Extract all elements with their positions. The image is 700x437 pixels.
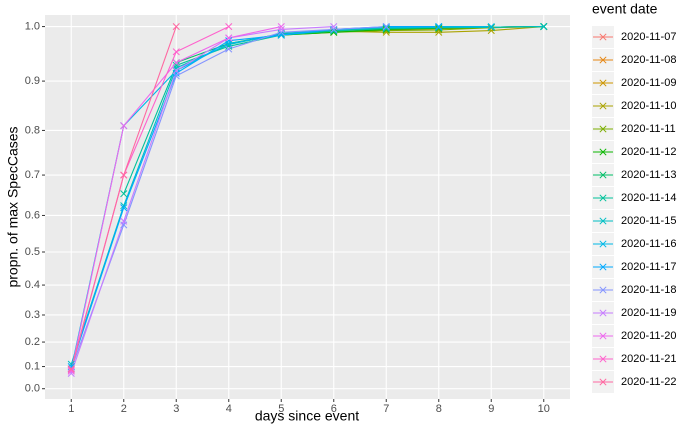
- point: [120, 171, 128, 179]
- point: [330, 28, 338, 36]
- legend-key-marker: [599, 217, 607, 225]
- legend-label: 2020-11-08: [621, 54, 676, 66]
- x-tick-label: 2: [121, 403, 127, 415]
- point: [172, 69, 180, 77]
- legend-label: 2020-11-17: [621, 261, 676, 273]
- x-tick-label: 4: [226, 403, 232, 415]
- series-line: [70, 26, 334, 374]
- point: [435, 26, 443, 34]
- legend-label: 2020-11-13: [621, 169, 676, 181]
- legend-label: 2020-11-22: [621, 376, 676, 388]
- point: [172, 64, 180, 72]
- point: [120, 190, 128, 198]
- x-tick-label: 3: [173, 403, 179, 415]
- legend-key-marker: [599, 56, 607, 64]
- point: [172, 23, 180, 31]
- legend-label: 2020-11-19: [621, 307, 676, 319]
- point: [172, 72, 180, 80]
- legend-key-marker: [599, 79, 607, 87]
- point: [172, 48, 180, 56]
- point: [277, 23, 285, 31]
- point: [120, 202, 128, 210]
- point: [225, 37, 233, 45]
- legend-key-marker: [599, 332, 607, 340]
- point: [435, 23, 443, 31]
- legend-key-marker: [599, 378, 607, 386]
- x-tick-label: 10: [538, 403, 550, 415]
- legend-label: 2020-11-21: [621, 353, 676, 365]
- x-tick-label: 1: [68, 403, 74, 415]
- point: [225, 23, 233, 31]
- legend-key-marker: [599, 102, 607, 110]
- x-tick-label: 9: [488, 403, 494, 415]
- point: [330, 23, 338, 31]
- y-tick-label: 0.5: [25, 246, 40, 258]
- point: [67, 365, 75, 373]
- x-tick-label: 5: [278, 403, 284, 415]
- legend-label: 2020-11-11: [621, 123, 676, 135]
- legend-key-marker: [599, 171, 607, 179]
- legend-key-marker: [599, 33, 607, 41]
- point: [540, 23, 548, 31]
- y-tick-label: 0.4: [25, 279, 40, 291]
- legend-key-marker: [599, 286, 607, 294]
- legend-label: 2020-11-18: [621, 284, 676, 296]
- y-tick-label: 0.1: [25, 360, 40, 372]
- legend-label: 2020-11-12: [621, 146, 676, 158]
- x-axis-title: days since event: [255, 408, 359, 424]
- point: [172, 59, 180, 67]
- point: [382, 23, 390, 31]
- point: [120, 204, 128, 212]
- y-tick-label: 0.3: [25, 309, 40, 321]
- legend-label: 2020-11-07: [621, 31, 676, 43]
- x-tick-label: 8: [436, 403, 442, 415]
- legend-key-marker: [599, 148, 607, 156]
- point: [225, 39, 233, 48]
- point: [277, 28, 285, 36]
- point: [67, 366, 75, 374]
- point: [225, 42, 233, 50]
- point: [225, 34, 233, 42]
- legend-label: 2020-11-10: [621, 100, 676, 112]
- legend-title: event date: [592, 1, 658, 17]
- y-tick-label: 0.0: [25, 383, 40, 395]
- legend-key-marker: [599, 194, 607, 202]
- y-axis-title: propn. of max SpecCases: [5, 126, 21, 287]
- y-tick-label: 0.7: [25, 169, 40, 181]
- point: [172, 67, 180, 75]
- point: [225, 45, 233, 53]
- point: [120, 217, 128, 225]
- x-tick-label: 7: [383, 403, 389, 415]
- legend-label: 2020-11-15: [621, 215, 676, 227]
- point: [277, 31, 285, 39]
- point: [277, 25, 285, 33]
- y-tick-label: 1.0: [25, 20, 40, 32]
- point: [120, 122, 128, 130]
- legend-key-marker: [599, 309, 607, 317]
- y-tick-label: 0.8: [25, 124, 40, 136]
- plot-panel: [45, 15, 570, 399]
- legend-label: 2020-11-16: [621, 238, 676, 250]
- y-tick-label: 0.2: [25, 336, 40, 348]
- legend-key-marker: [599, 125, 607, 133]
- legend-key-marker: [599, 263, 607, 271]
- legend-label: 2020-11-20: [621, 330, 676, 342]
- y-tick-label: 0.6: [25, 209, 40, 221]
- legend-key-marker: [599, 355, 607, 363]
- legend-label: 2020-11-09: [621, 77, 676, 89]
- x-tick-label: 6: [331, 403, 337, 415]
- point: [330, 25, 338, 33]
- point: [67, 367, 75, 375]
- point: [172, 61, 180, 69]
- y-tick-label: 0.9: [25, 75, 40, 87]
- legend-label: 2020-11-14: [621, 192, 676, 204]
- series-line: [70, 26, 544, 365]
- point: [487, 23, 495, 31]
- legend-key-marker: [599, 240, 607, 248]
